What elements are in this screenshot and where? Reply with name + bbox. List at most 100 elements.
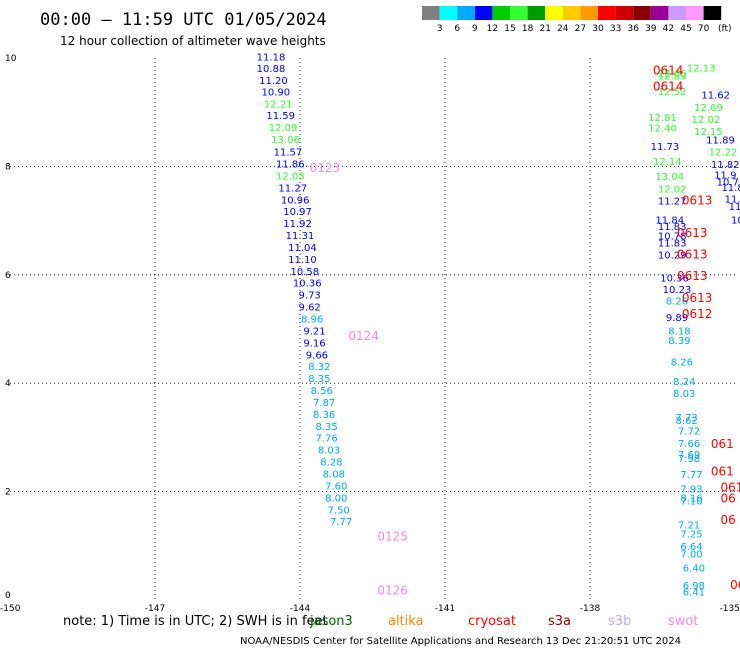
legend-swatch: [650, 6, 669, 20]
wave-height-value: 8.00: [325, 493, 347, 504]
wave-height-value: 11.83: [658, 222, 687, 233]
legend-tick-label: 15: [504, 24, 515, 34]
legend-swatch: [422, 6, 440, 20]
wave-height-value: 7.25: [680, 530, 702, 541]
satellite-legend: jason3 altika cryosat s3a s3b swot: [309, 614, 698, 629]
legend-swatch: [562, 6, 581, 20]
wave-height-value: 12.66: [658, 69, 687, 80]
wave-height-value: 13.04: [655, 172, 684, 183]
legend-tick-label: 3: [437, 24, 443, 34]
legend-tick-label: 33: [610, 24, 621, 34]
wave-height-value: 7.76: [315, 434, 337, 445]
wave-height-value: 8.56: [311, 386, 333, 397]
track-time-label: 061: [721, 481, 740, 495]
wave-height-value: 11.73: [651, 142, 680, 153]
satellite-name-altika: altika: [388, 614, 424, 629]
track-time-label: 0124: [348, 329, 379, 343]
track-time-label: 0123: [310, 161, 341, 175]
legend-swatch: [545, 6, 563, 20]
color-scale-legend: 3 6 9 12 15 18 21 24 27 30 33 36 39 42 45 70 (ft): [422, 6, 732, 34]
x-tick-label: -144: [290, 604, 311, 614]
wave-height-value: 6.41: [683, 588, 705, 599]
legend-swatch: [510, 6, 528, 20]
wave-height-value: 12.02: [692, 115, 721, 126]
wave-height-value: 11.04: [288, 243, 317, 254]
wave-height-value: 8.26: [671, 357, 693, 368]
wave-height-value: 11.10: [288, 255, 317, 266]
wave-height-value: 8.35: [315, 422, 337, 433]
wave-height-value: 9.66: [306, 350, 328, 361]
track-time-label: 06: [721, 513, 736, 527]
wave-height-value: 10.36: [293, 279, 322, 290]
y-tick-label: 4: [5, 379, 11, 389]
wave-height-value: 8.03: [673, 389, 695, 400]
legend-swatch: [580, 6, 598, 20]
track-time-label: 0613: [682, 193, 713, 207]
chart-title: 00:00 – 11:59 UTC 01/05/2024: [40, 10, 327, 30]
x-tick-label: -138: [580, 604, 601, 614]
track-time-label: 0613: [677, 248, 708, 262]
wave-height-value: 8.28: [320, 458, 342, 469]
wave-height-value: 7.77: [680, 470, 702, 481]
legend-swatch: [615, 6, 634, 20]
satellite-name-s3b: s3b: [608, 614, 631, 629]
legend-tick-label: 36: [627, 24, 639, 34]
wave-height-value: 9.62: [299, 303, 321, 314]
wave-height-value: 8.62: [676, 416, 698, 427]
footnote: note: 1) Time is in UTC; 2) SWH is in fe…: [63, 614, 328, 629]
legend-swatch: [633, 6, 651, 20]
wave-height-value: 7.77: [330, 517, 352, 528]
wave-height-value: 10: [731, 215, 740, 226]
wave-height-value: 12.69: [694, 103, 723, 114]
wave-height-value: 11.27: [278, 183, 307, 194]
wave-height-value: 7.73: [676, 413, 698, 424]
track-time-label: 0612: [682, 307, 713, 321]
wave-height-value: 12.22: [709, 148, 738, 159]
legend-swatch: [492, 6, 510, 20]
wave-height-value: 8.96: [301, 314, 323, 325]
legend-tick-label: 45: [680, 24, 691, 34]
wave-height-value: 8.35: [308, 374, 330, 385]
wave-height-value: 7.87: [313, 398, 335, 409]
legend-tick-label: 30: [592, 24, 604, 34]
wave-height-value: 12.09: [269, 123, 298, 134]
wave-height-value: 10.58: [291, 267, 320, 278]
y-tick-label: 6: [5, 271, 11, 281]
wave-height-value: 11.20: [259, 76, 288, 87]
wave-height-value: 10.78: [658, 232, 687, 243]
wave-height-value: 10.36: [660, 273, 689, 284]
x-tick-label: -150: [0, 604, 21, 614]
legend-swatch: [668, 6, 686, 20]
wave-height-value: 8.18: [668, 326, 690, 337]
legend-tick-label: 21: [539, 24, 550, 34]
wave-height-value: 11: [729, 202, 740, 213]
track-time-label: 0613: [677, 226, 708, 240]
wave-height-value: 11.84: [655, 215, 684, 226]
wave-height-value: 7.00: [680, 550, 702, 561]
wave-height-value: 9.89: [666, 313, 688, 324]
wave-height-value: 8.08: [323, 470, 345, 481]
track-labels: 0123012401250126061406140613061306130613…: [310, 63, 740, 597]
wave-height-value: 7.72: [678, 427, 700, 438]
wave-height-value: 10.96: [281, 195, 310, 206]
wave-height-value: 6.40: [683, 563, 705, 574]
wave-height-value: 10.97: [283, 207, 312, 218]
wave-height-value: 11.9: [714, 170, 736, 181]
credit-line: NOAA/NESDIS Center for Satellite Applica…: [240, 636, 681, 647]
wave-height-value: 11.27: [658, 196, 687, 207]
wave-height-value: 12.52: [658, 87, 687, 98]
wave-height-value: 7.93: [680, 485, 702, 496]
satellite-name-cryosat: cryosat: [468, 614, 516, 629]
wave-height-value: 7.66: [678, 439, 700, 450]
legend-tick-label: 27: [575, 24, 586, 34]
legend-swatch: [474, 6, 493, 20]
legend-tick-label: 70: [698, 24, 710, 34]
wave-height-value: 11.18: [257, 53, 286, 64]
wave-height-value: 10.90: [262, 87, 291, 98]
wave-height-value: 12.03: [276, 171, 305, 182]
x-tick-label: -147: [145, 604, 165, 614]
wave-height-value: 13.06: [271, 135, 300, 146]
legend-tick-label: 9: [472, 24, 478, 34]
wave-height-value: 7.10: [680, 497, 702, 508]
legend-swatch: [439, 6, 458, 20]
